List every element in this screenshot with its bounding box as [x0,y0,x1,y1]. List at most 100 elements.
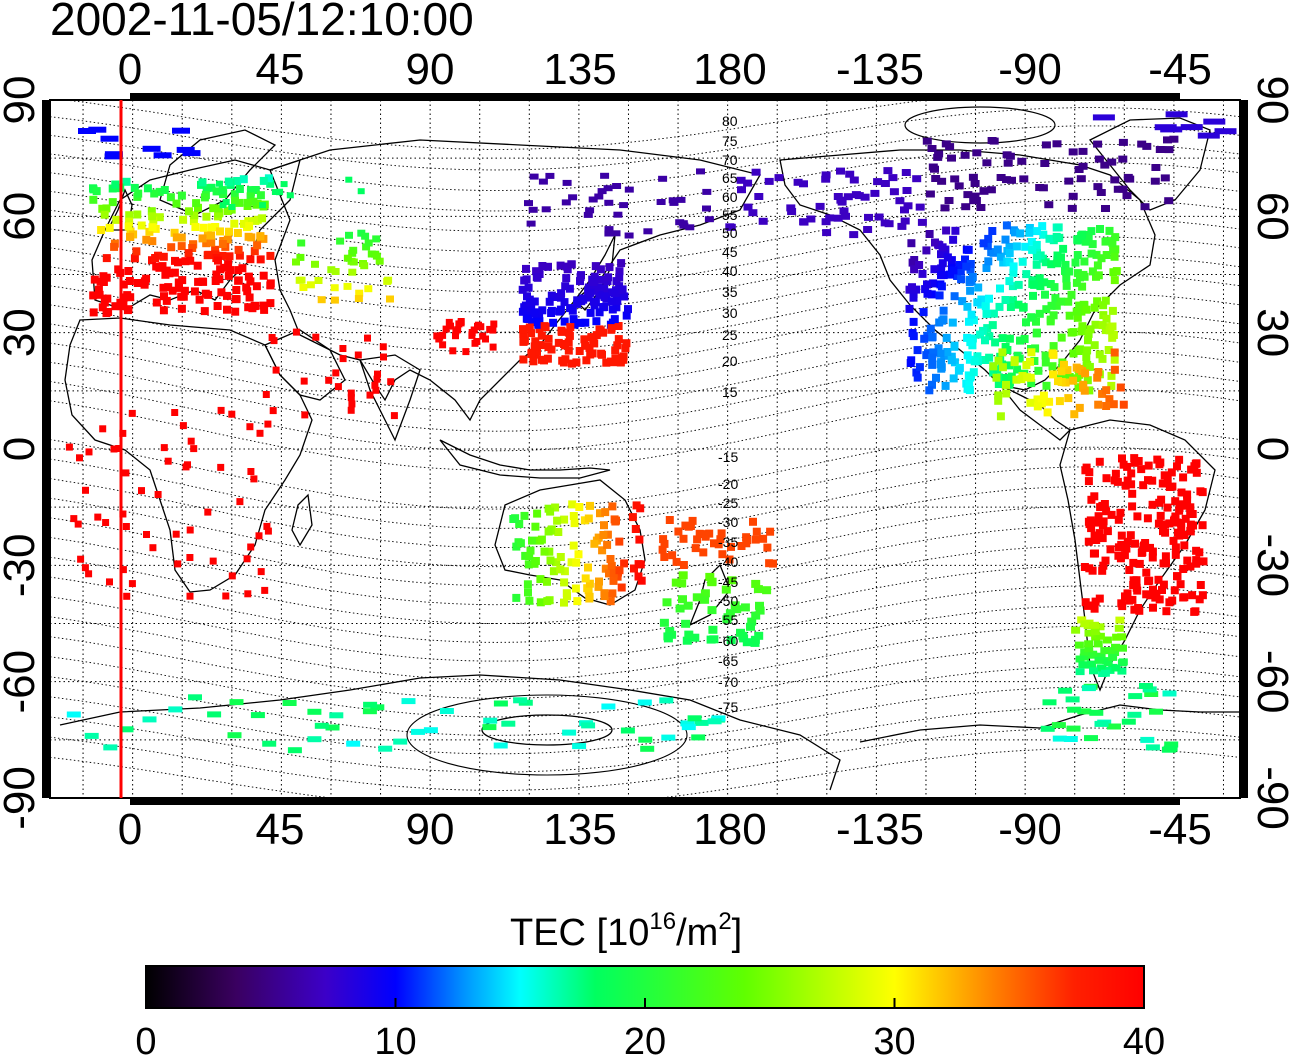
tec-point [1015,354,1024,363]
tec-point [1082,463,1091,472]
tec-point [870,189,880,197]
mag-contour [50,107,1240,171]
tec-point [710,539,718,548]
tec-point [190,211,199,220]
tec-point [660,539,669,548]
tec-point [568,500,577,509]
tec-point [159,306,168,315]
tec-point [332,369,340,377]
tec-point [714,540,723,549]
tec-point [1091,631,1101,639]
tec-point [909,317,918,326]
tec-point [665,627,675,636]
tec-point [913,346,922,355]
tec-point [1086,325,1095,334]
tec-point [232,286,241,294]
contour-label: 60 [722,189,738,205]
bottom-tick-label: 180 [693,805,766,854]
tec-point [937,271,945,280]
tec-point [659,618,669,627]
tec-point [442,325,450,333]
mag-contour [50,217,1240,293]
tec-point [907,356,916,365]
contour-label: -35 [718,534,738,550]
tec-point [1063,736,1078,742]
tec-point [174,560,182,568]
tec-point [230,190,239,199]
tec-point [917,218,927,226]
tec-point [1110,176,1120,184]
tec-point [707,578,717,587]
tec-point [691,734,706,741]
tec-point [543,577,551,586]
tec-point [95,290,104,299]
tec-point [1057,253,1065,262]
tec-point [637,699,652,706]
tec-point [186,592,194,600]
tec-point [200,307,209,316]
tec-point [384,276,393,284]
colorbar-ticks: 0 10 20 30 40 [135,998,1165,1057]
tec-point [102,273,111,282]
tec-point [585,579,594,588]
tec-point [1090,621,1100,629]
tec-point [1102,402,1111,410]
tec-point [849,176,859,184]
tec-point [1049,370,1057,379]
tec-point [1000,374,1009,382]
tec-point [1123,462,1132,471]
tec-point [1162,690,1177,697]
tec-point [228,572,236,580]
tec-point [1020,335,1029,343]
tec-point [1068,192,1078,200]
tec-point [1094,271,1103,280]
tec-point [1041,351,1050,360]
tec-point [1135,559,1144,568]
bottom-tick-label: 90 [406,805,455,854]
tec-point [1103,527,1112,536]
tec-point [1111,469,1120,478]
tec-point [346,740,361,747]
tec-point [181,257,190,266]
tec-point [380,353,387,361]
tec-point [271,189,279,195]
tec-point [177,242,186,251]
tec-point [1142,568,1151,577]
tec-point [1138,548,1147,556]
tec-point [513,697,528,704]
tec-point [584,514,593,523]
tec-point [364,334,371,342]
tec-point [919,308,928,317]
tec-point [624,186,634,193]
tec-point [556,293,565,302]
tec-point [947,356,956,365]
tec-point [1162,607,1171,616]
tec-point [928,353,937,362]
tec-point [961,255,969,264]
tec-point [1188,591,1197,600]
tec-point [1189,521,1197,530]
south-pole-contour-inner [481,714,613,746]
tec-point [1079,380,1088,389]
tec-point [725,555,734,564]
tec-point [154,491,162,498]
tec-point [1092,536,1101,544]
tec-point [195,295,204,304]
tec-point [531,337,540,346]
tec-point [186,526,194,534]
tec-point [821,218,831,226]
tec-point [989,309,998,318]
tec-point [991,338,1000,347]
tec-point [1095,457,1104,466]
tec-point [1192,546,1201,555]
tec-point [1177,519,1186,527]
tec-point [1088,240,1097,249]
tec-point [164,283,173,292]
tec-point [174,258,182,267]
tec-point [246,423,254,431]
mag-contour [50,292,1240,373]
tec-point [112,215,121,224]
contour-label: 25 [722,327,738,343]
tec-point [1064,394,1073,403]
contour-label: -45 [718,574,738,590]
